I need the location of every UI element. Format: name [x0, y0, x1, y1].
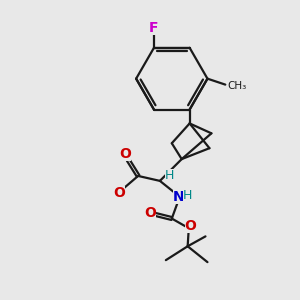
Text: CH₃: CH₃ — [227, 81, 247, 91]
Text: N: N — [173, 190, 184, 204]
Text: O: O — [185, 220, 197, 233]
Text: H: H — [165, 169, 175, 182]
Text: O: O — [113, 186, 125, 200]
Text: H: H — [112, 188, 122, 201]
Text: F: F — [149, 21, 159, 35]
Text: H: H — [183, 189, 192, 202]
Text: O: O — [119, 147, 131, 161]
Text: O: O — [144, 206, 156, 220]
